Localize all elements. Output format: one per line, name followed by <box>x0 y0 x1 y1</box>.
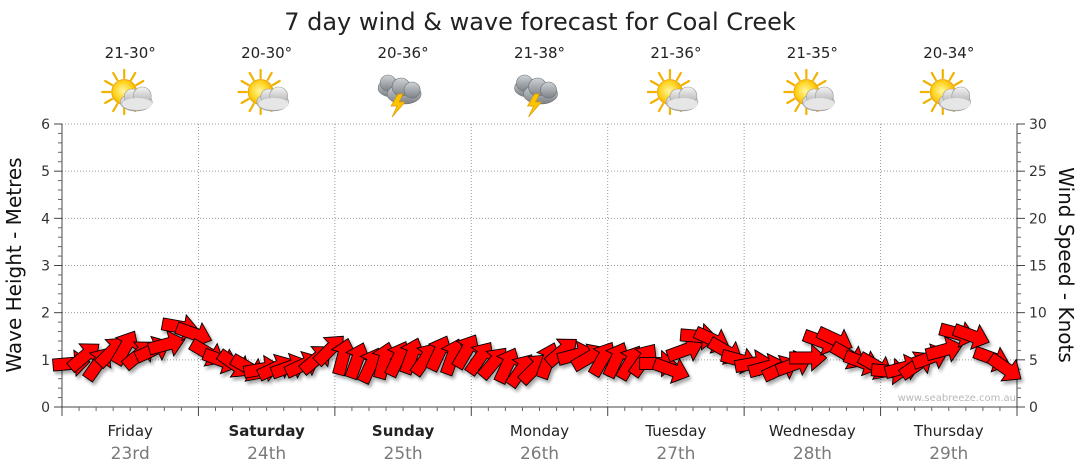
wind-arrow <box>665 335 704 363</box>
day-column: 21-38° Monday 26th <box>510 44 569 464</box>
wind-arrow <box>789 343 828 372</box>
cloud-shape <box>256 86 289 112</box>
day-name: Saturday <box>228 422 305 440</box>
day-columns: 21-30° Friday 23rd 20-30° Saturday 24th 20-36°… <box>101 44 984 464</box>
left-tick-label: 1 <box>41 353 50 369</box>
cloud-shape <box>119 86 153 112</box>
cloud-shape <box>802 86 835 112</box>
day-name: Friday <box>107 422 153 440</box>
day-column: 21-30° Friday 23rd <box>101 44 156 464</box>
right-tick-label: 0 <box>1029 400 1038 416</box>
left-axis-label: Wave Height - Metres <box>2 157 26 372</box>
left-tick-label: 3 <box>41 259 50 275</box>
day-temperature: 21-30° <box>105 44 156 62</box>
watermark: www.seabreeze.com.au <box>898 393 1016 404</box>
day-column: 20-30° Saturday 24th <box>228 44 305 464</box>
right-tick-label: 15 <box>1029 259 1047 275</box>
wind-arrow <box>146 330 186 358</box>
partly-cloudy-sun-icon <box>783 68 835 116</box>
cloud-shape <box>938 86 972 112</box>
wind-arrow <box>330 337 358 377</box>
day-date: 24th <box>247 444 286 464</box>
day-name: Monday <box>510 422 569 440</box>
right-tick-label: 25 <box>1029 164 1047 180</box>
day-column: 21-36° Tuesday 27th <box>644 44 706 464</box>
day-name: Thursday <box>913 422 984 440</box>
right-axis: 0 5 10 15 20 25 30 <box>1017 117 1047 416</box>
lightning-bolt <box>390 93 406 118</box>
day-temperature: 21-36° <box>650 44 701 62</box>
left-axis: 0 1 2 3 4 5 6 <box>41 117 62 416</box>
day-temperature: 20-36° <box>378 44 429 62</box>
day-column: 20-36° Sunday 25th <box>372 44 435 464</box>
day-temperature: 21-38° <box>514 44 565 62</box>
wind-arrow <box>651 357 690 384</box>
left-tick-label: 2 <box>41 306 50 322</box>
day-date: 27th <box>656 444 695 464</box>
wind-arrow <box>451 334 480 371</box>
day-name: Sunday <box>372 422 435 440</box>
left-tick-label: 0 <box>41 400 50 416</box>
day-name: Wednesday <box>769 422 856 440</box>
partly-cloudy-sun-icon <box>919 68 972 116</box>
day-column: 20-34° Thursday 29th <box>913 44 984 464</box>
day-temperature: 20-34° <box>923 44 974 62</box>
day-date: 28th <box>793 444 832 464</box>
wind-arrow <box>924 335 964 363</box>
wind-arrow <box>986 352 1022 382</box>
day-temperature: 21-35° <box>787 44 838 62</box>
day-date: 26th <box>520 444 559 464</box>
thunderstorm-icon <box>514 74 558 118</box>
cloud-shape <box>665 86 699 112</box>
right-tick-label: 10 <box>1029 306 1047 322</box>
wind-arrows <box>52 313 1022 390</box>
left-tick-label: 5 <box>41 164 50 180</box>
wind-arrow <box>344 342 372 381</box>
right-tick-label: 30 <box>1029 117 1047 133</box>
thunderstorm-icon <box>377 74 422 118</box>
right-axis-label: Wind Speed - Knots <box>1054 167 1078 363</box>
day-name: Tuesday <box>644 422 706 440</box>
left-tick-label: 4 <box>41 211 50 227</box>
day-date: 29th <box>929 444 968 464</box>
left-tick-label: 6 <box>41 117 50 133</box>
partly-cloudy-sun-icon <box>237 68 289 116</box>
lightning-bolt <box>526 93 543 118</box>
day-temperature: 20-30° <box>241 44 292 62</box>
day-date: 25th <box>384 444 423 464</box>
wind-arrow <box>951 323 990 350</box>
gridlines <box>62 123 1017 407</box>
day-column: 21-35° Wednesday 28th <box>769 44 856 464</box>
chart-title: 7 day wind & wave forecast for Coal Cree… <box>284 8 796 36</box>
right-tick-label: 20 <box>1029 211 1047 227</box>
day-date: 23rd <box>111 444 150 464</box>
partly-cloudy-sun-icon <box>646 68 699 116</box>
right-tick-label: 5 <box>1029 353 1038 369</box>
partly-cloudy-sun-icon <box>101 68 153 116</box>
storm-cloud <box>377 74 422 105</box>
